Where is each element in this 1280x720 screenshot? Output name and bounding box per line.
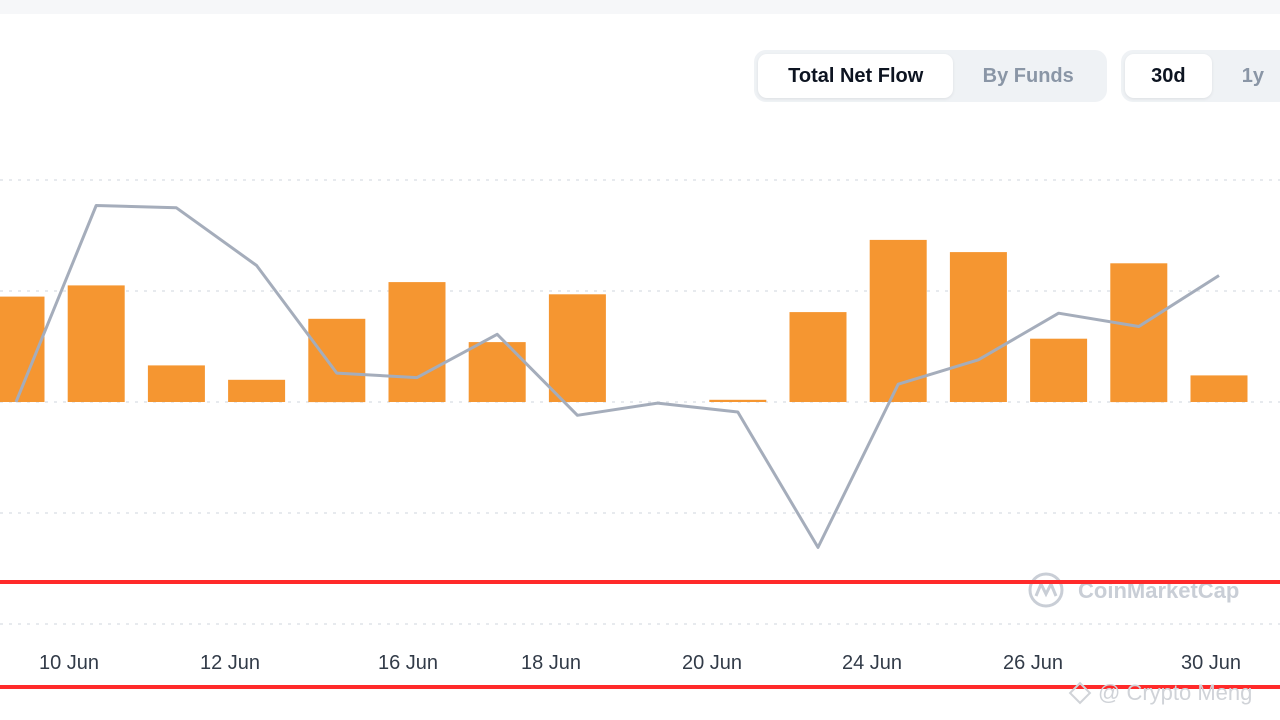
attribution-text: @ Crypto Meng <box>1098 680 1253 705</box>
x-tick-label-2: 12 Jun <box>200 652 260 674</box>
x-tick-label-1: 10 Jun <box>39 652 99 674</box>
x-tick-label-5: 20 Jun <box>682 652 742 674</box>
line-layer <box>14 204 1220 549</box>
bar-8 <box>548 294 606 402</box>
range-30d-tab[interactable]: 30d <box>1125 54 1212 98</box>
total-net-flow-tab[interactable]: Total Net Flow <box>758 54 954 98</box>
x-axis-ticks: 10 Jun 12 Jun 16 Jun 18 Jun 20 Jun 24 Jun 26 J… <box>39 652 1241 674</box>
bar-14 <box>1030 338 1088 402</box>
bar-15 <box>1110 263 1168 403</box>
range-toggle: 30d 1y <box>1121 50 1280 102</box>
bar-layer <box>0 239 1248 403</box>
attribution: @ Crypto Meng <box>1068 680 1253 706</box>
bar-6 <box>388 282 446 402</box>
bar-3 <box>147 365 205 402</box>
bar-13 <box>949 252 1007 402</box>
grid-layer <box>0 179 1280 625</box>
bar-16 <box>1190 375 1248 402</box>
view-toggle: Total Net Flow By Funds <box>754 50 1107 102</box>
x-tick-label-3: 16 Jun <box>378 652 438 674</box>
x-tick-label-6: 24 Jun <box>842 652 902 674</box>
bar-10 <box>709 399 767 402</box>
bar-2 <box>67 285 125 402</box>
x-tick-label-7: 26 Jun <box>1003 652 1063 674</box>
coinmarketcap-mark-icon <box>1034 580 1058 598</box>
x-tick-label-4: 18 Jun <box>521 652 581 674</box>
range-1y-tab[interactable]: 1y <box>1241 64 1265 87</box>
by-funds-tab[interactable]: By Funds <box>982 64 1074 87</box>
bar-5 <box>308 318 366 403</box>
coinmarketcap-logo-icon <box>1028 572 1064 608</box>
bar-4 <box>228 379 286 402</box>
bar-11 <box>789 312 847 402</box>
coinmarketcap-watermark: CoinMarketCap <box>1028 572 1239 608</box>
flow-line <box>14 204 1220 549</box>
binance-icon <box>1068 681 1092 705</box>
top-strip <box>0 0 1280 14</box>
x-tick-label-8: 30 Jun <box>1181 652 1241 674</box>
bar-12 <box>869 239 927 402</box>
bar-7 <box>468 342 526 402</box>
